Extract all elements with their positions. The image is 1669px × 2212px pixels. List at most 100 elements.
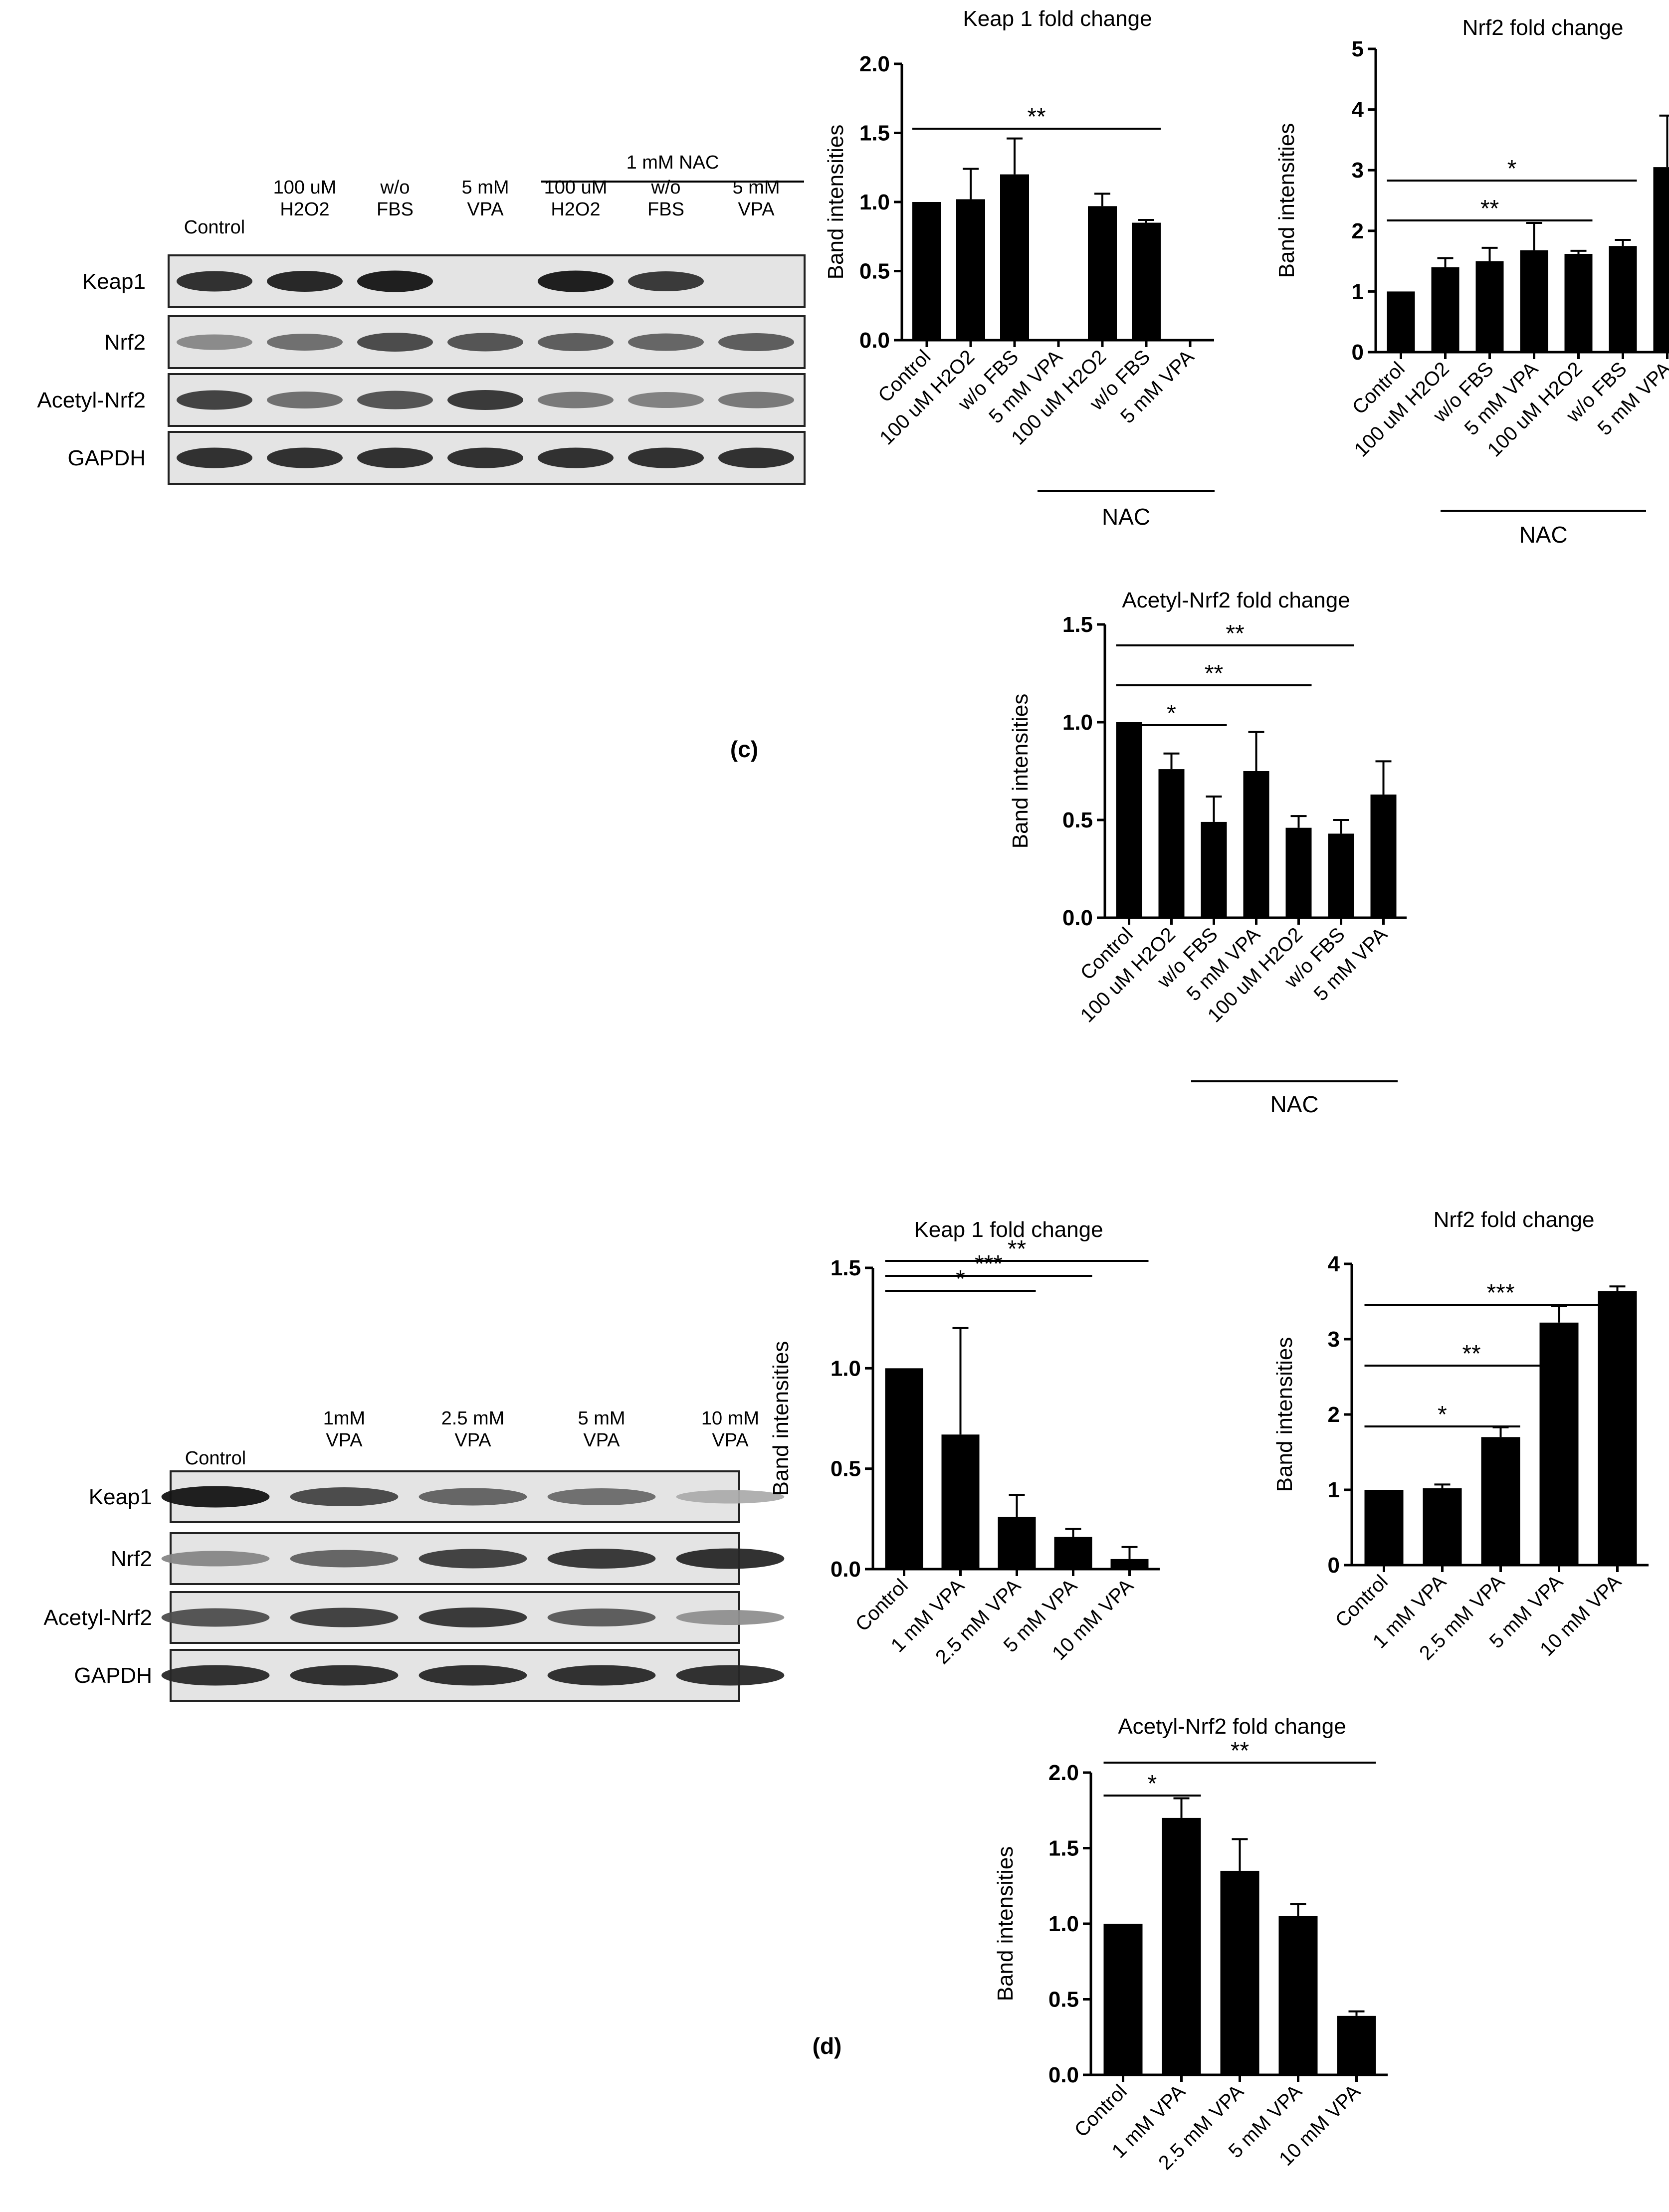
- blot-band: [676, 1665, 785, 1686]
- bar: [1201, 821, 1227, 918]
- blot-band: [547, 1609, 656, 1626]
- significance-marker: ***: [975, 1251, 1003, 1277]
- bar: [1337, 2015, 1376, 2075]
- blot-band: [161, 1551, 270, 1567]
- blot-band: [418, 1549, 527, 1569]
- blot-band: [718, 392, 795, 408]
- bar: [1364, 1490, 1404, 1565]
- chart-title: Acetyl-Nrf2 fold change: [1118, 1714, 1346, 1739]
- lane-label: H2O2: [280, 199, 329, 220]
- y-tick-label: 0.0: [831, 1557, 861, 1582]
- blot-band: [266, 271, 343, 292]
- chart-c-acetyl-nrf2: Acetyl-Nrf2 fold change 0.0 0.5 1.0 1.5 Band …: [1008, 588, 1407, 1117]
- bar: [1653, 167, 1669, 352]
- lane-label: FBS: [647, 199, 684, 220]
- y-axis-label: Band intensities: [1272, 1337, 1297, 1492]
- blot-band: [266, 334, 343, 351]
- significance-marker: **: [1462, 1341, 1480, 1367]
- significance-marker: **: [1008, 1236, 1026, 1262]
- blot-band: [357, 447, 433, 468]
- blot-row-label: Keap1: [82, 269, 146, 294]
- y-axis-label: Band intensities: [993, 1846, 1018, 2002]
- blot-band: [418, 1665, 527, 1686]
- blot-band: [266, 392, 343, 408]
- significance-marker: **: [1027, 104, 1045, 130]
- bar: [1598, 1291, 1637, 1565]
- lane-label: VPA: [326, 1430, 363, 1451]
- significance-marker: *: [1507, 156, 1517, 182]
- lane-label: VPA: [712, 1430, 749, 1451]
- bar: [1000, 174, 1029, 340]
- bar: [1243, 771, 1269, 918]
- bar: [1475, 261, 1504, 352]
- bar: [1285, 827, 1312, 918]
- y-tick-label: 0.0: [1048, 2063, 1079, 2087]
- lane-label: VPA: [467, 199, 504, 220]
- y-axis-label: Band intensities: [824, 125, 848, 280]
- y-tick-label: 0.5: [859, 259, 890, 284]
- y-tick-label: 2: [1352, 219, 1364, 243]
- y-tick-label: 1.5: [831, 1256, 861, 1280]
- y-tick-label: 1.0: [1062, 710, 1093, 735]
- blot-band: [161, 1486, 270, 1508]
- bar: [1103, 1924, 1143, 2075]
- blot-header-label: 1 mM NAC: [626, 152, 719, 173]
- y-tick-label: 4: [1328, 1252, 1340, 1276]
- bar: [1423, 1488, 1462, 1565]
- significance-marker: ***: [1486, 1280, 1514, 1306]
- significance-marker: *: [1167, 700, 1176, 727]
- blot-band: [676, 1548, 785, 1569]
- panel-label-c: (c): [730, 736, 758, 762]
- bar: [1088, 206, 1117, 340]
- significance-marker: *: [1438, 1402, 1447, 1428]
- lane-label: 5 mM: [462, 177, 509, 198]
- blot-band: [718, 447, 795, 468]
- lane-label: H2O2: [551, 199, 600, 220]
- y-tick-label: 2: [1328, 1403, 1340, 1427]
- bar: [1539, 1322, 1579, 1565]
- chart-title: Nrf2 fold change: [1434, 1207, 1595, 1232]
- bar: [1370, 795, 1397, 918]
- y-tick-label: 0.5: [1062, 808, 1093, 832]
- y-axis-label: Band intensities: [769, 1341, 793, 1496]
- chart-title: Keap 1 fold change: [963, 6, 1152, 31]
- lane-label: 100 uM: [544, 177, 608, 198]
- bar: [1564, 254, 1593, 352]
- blot-band: [547, 1665, 656, 1686]
- y-tick-label: 0.5: [1048, 1988, 1079, 2012]
- group-label: NAC: [1102, 504, 1150, 530]
- blot-band: [627, 271, 704, 291]
- blot-row-label: Acetyl-Nrf2: [37, 388, 146, 412]
- significance-marker: *: [956, 1266, 965, 1292]
- bar: [1132, 222, 1161, 340]
- blot-band: [676, 1490, 785, 1504]
- blot-band: [161, 1665, 270, 1686]
- lane-label: 1mM: [323, 1408, 365, 1429]
- blot-band: [290, 1550, 399, 1568]
- y-tick-label: 1.5: [1048, 1836, 1079, 1861]
- bar: [1110, 1559, 1149, 1569]
- blot-band: [547, 1549, 656, 1569]
- blot-band: [357, 333, 433, 352]
- significance-marker: *: [1148, 1771, 1157, 1797]
- blot-row-label: GAPDH: [74, 1663, 152, 1688]
- bar: [1054, 1537, 1092, 1569]
- chart-title: Keap 1 fold change: [914, 1217, 1103, 1242]
- lane-label: 5 mM: [578, 1408, 626, 1429]
- blot-band: [447, 390, 524, 410]
- y-tick-label: 1.0: [831, 1356, 861, 1381]
- blot-band: [176, 334, 253, 350]
- y-tick-label: 1.5: [859, 121, 890, 146]
- blot-row-label: Keap1: [89, 1485, 152, 1509]
- y-tick-label: 0.5: [831, 1457, 861, 1481]
- bar: [912, 202, 941, 340]
- blot-band: [290, 1608, 399, 1627]
- y-tick-label: 0.0: [1062, 906, 1093, 930]
- lane-label: 100 uM: [273, 177, 337, 198]
- bar: [1158, 769, 1185, 918]
- blot-row-label: Acetyl-Nrf2: [43, 1606, 152, 1630]
- blot-row-label: Nrf2: [104, 330, 146, 355]
- y-tick-label: 5: [1352, 37, 1364, 61]
